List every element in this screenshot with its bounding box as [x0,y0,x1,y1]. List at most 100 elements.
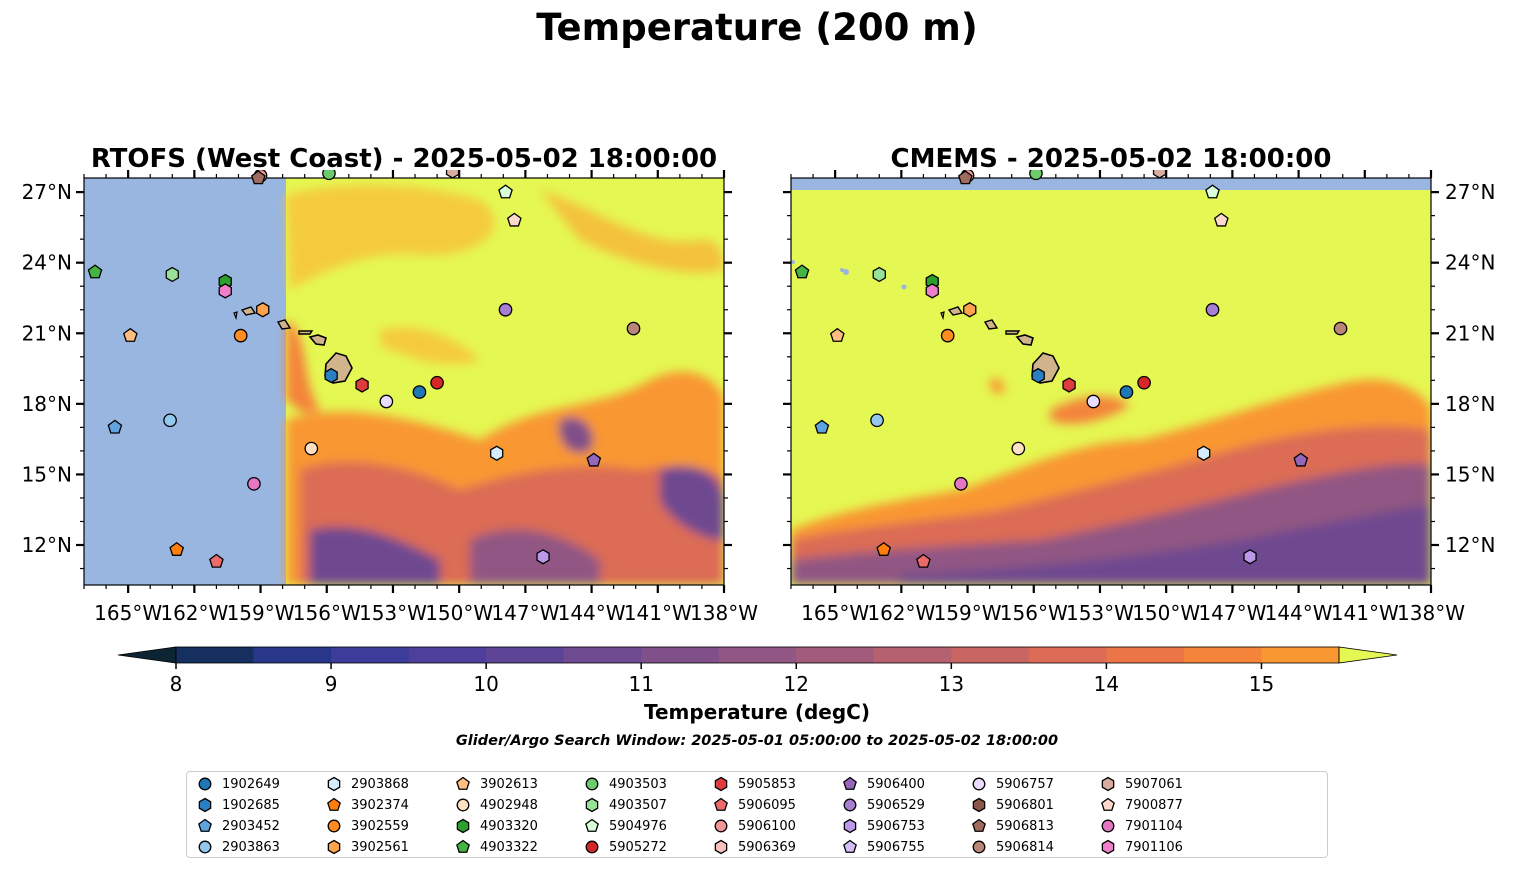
x-tick-label: 153°W [359,601,427,625]
legend-marker [198,797,212,813]
platform-marker-2903863 [870,413,884,428]
legend-marker-circle [456,798,470,812]
legend-marker [327,819,341,833]
platform-marker-1902685 [1031,367,1045,384]
platform-marker-5905272 [1137,375,1151,390]
legend-label: 1902649 [222,776,280,792]
platform-marker-5904976 [498,184,513,199]
legend-marker-circle [972,840,986,854]
legend-marker-hexagon [714,776,728,792]
colorbar-bin [951,647,1030,663]
legend-marker-hexagon [714,839,728,855]
colorbar-bin [253,647,332,663]
shallow-no-data [791,260,907,290]
colorbar-bin [486,647,565,663]
y-tick-label: 12°N [1445,533,1495,557]
search-window-note: Glider/Argo Search Window: 2025-05-01 05… [455,733,1059,749]
colorbar-bin [641,647,720,663]
map-cmems: CMEMS - 2025-05-02 18:00:00 165°W162°W15… [783,144,1495,625]
legend-marker [714,797,728,811]
legend-label: 2903452 [222,818,280,834]
colorbar-bin [718,647,797,663]
legend-item-4902948: 4902948 [455,795,538,815]
legend-marker [972,840,986,854]
y-tick-label: 27°N [1445,180,1495,204]
colorbar-tick-label: 14 [1094,672,1119,696]
y-tick-label: 24°N [22,251,72,275]
legend-marker [714,819,728,833]
platform-marker-2903868 [1197,445,1211,461]
legend-item-2903868: 2903868 [326,774,409,794]
platform-marker-4902948 [1011,441,1026,456]
legend-marker-circle [585,777,599,791]
land-oahu [983,319,999,330]
legend-item-5906801: 5906801 [971,795,1054,815]
legend-label: 5906369 [738,839,796,855]
legend-marker-pentagon [972,818,986,832]
platform-marker-5906814 [626,321,641,336]
legend-item-5906369: 5906369 [713,837,796,857]
x-tick-label: 141°W [624,601,692,625]
legend-marker [456,776,470,790]
legend-marker-circle [843,798,857,812]
platform-marker-5906757 [1086,394,1101,409]
colorbar-bin [796,647,875,663]
colorbar-extend-min [117,646,177,664]
platform-legend: 1902649 1902685 2903452 2903863 2903868 39023… [186,771,1328,858]
legend-marker [843,818,857,834]
legend-item-5906400: 5906400 [842,774,925,794]
platform-marker-5906753 [536,549,550,565]
y-tick-label: 21°N [1445,321,1495,345]
platform-marker-4903503 [322,170,336,181]
platform-marker-3902374 [876,541,892,556]
land-maui [1015,334,1034,346]
platform-marker-5906400 [586,452,602,467]
legend-marker-pentagon [198,818,212,832]
x-tick-label: 153°W [1066,601,1134,625]
legend-marker [714,776,728,792]
legend-label: 5906801 [996,797,1054,813]
platform-marker-5906814 [1333,321,1348,336]
legend-item-5906757: 5906757 [971,774,1054,794]
legend-label: 4902948 [480,797,538,813]
no-data-area [84,178,286,585]
legend-marker [456,798,470,812]
platform-marker-2903868 [490,445,504,461]
x-tick-label: 147°W [1198,601,1266,625]
land-niihau [940,311,945,321]
legend-marker-circle [198,840,212,854]
legend-marker-hexagon [1101,839,1115,855]
colorbar-tick-label: 13 [939,672,964,696]
legend-label: 1902685 [222,797,280,813]
platform-marker-5906095 [916,553,931,568]
platform-marker-2903452 [814,419,830,434]
legend-marker [198,818,212,832]
legend-label: 2903863 [222,839,280,855]
legend-item-7900877: 7900877 [1100,795,1183,815]
colorbar-bin [176,647,255,663]
temperature-field-contours [286,184,724,585]
legend-label: 4903503 [609,776,667,792]
platform-marker-4903322 [794,264,810,279]
legend-marker [327,839,341,855]
x-axis-ticks: 165°W162°W159°W156°W153°W150°W147°W144°W… [783,170,1495,625]
platform-marker-3902561 [256,302,270,318]
legend-marker [843,776,857,790]
platform-marker-5907061 [1152,170,1167,179]
x-tick-label: 162°W [867,601,935,625]
legend-label: 5906757 [996,776,1054,792]
y-tick-label: 24°N [1445,251,1495,275]
land-maui [308,334,327,346]
legend-marker [972,818,986,832]
legend-marker-pentagon [456,839,470,853]
legend-item-3902374: 3902374 [326,795,409,815]
x-tick-label: 156°W [293,601,361,625]
legend-marker-hexagon [585,797,599,813]
legend-item-2903452: 2903452 [197,816,280,836]
legend-marker [972,797,986,813]
legend-label: 7901104 [1125,818,1183,834]
x-tick-label: 159°W [227,601,295,625]
platform-marker-5905853 [1062,377,1076,393]
legend-marker-circle [972,777,986,791]
colorbar-bin [873,647,952,663]
